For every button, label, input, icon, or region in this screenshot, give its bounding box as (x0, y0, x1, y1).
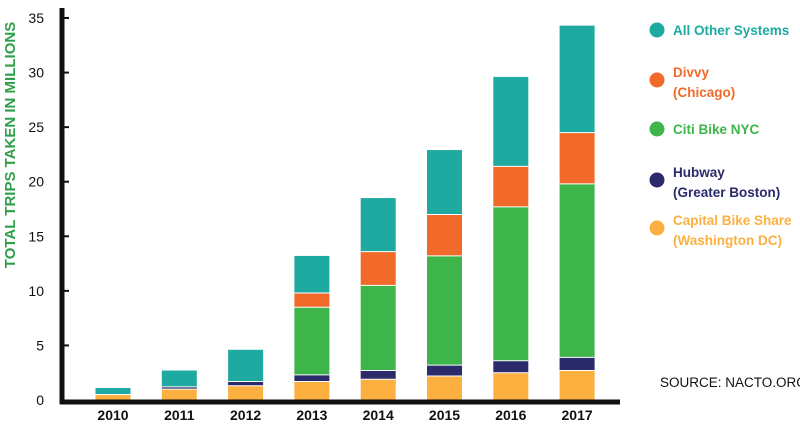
bar-segment (294, 307, 330, 375)
bar-segment (294, 293, 330, 308)
legend-label: All Other Systems (673, 23, 789, 38)
y-tick-label: 5 (36, 337, 44, 353)
x-tick-label: 2010 (97, 407, 128, 423)
legend: All Other Systems Divvy (Chicago) Citi Bike… (649, 22, 792, 248)
bar-segment (95, 387, 131, 395)
y-tick-label: 35 (28, 10, 44, 26)
bar-segment (228, 385, 264, 400)
bar-segment (228, 349, 264, 382)
y-axis-title: TOTAL TRIPS TAKEN IN MILLIONS (2, 22, 19, 268)
source-note: SOURCE: NACTO.ORG (660, 375, 800, 390)
x-tick-label: 2016 (495, 407, 526, 423)
y-tick-label: 10 (28, 283, 44, 299)
bar-segment (493, 166, 529, 207)
x-tick-label: 2011 (164, 407, 195, 423)
y-tick-label: 20 (28, 174, 44, 190)
x-tick-label: 2013 (296, 407, 327, 423)
legend-label: (Greater Boston) (673, 185, 780, 200)
x-tick-label: 2015 (429, 407, 460, 423)
bar-segment (161, 386, 197, 390)
legend-label: (Washington DC) (673, 233, 782, 248)
bar-segment (360, 251, 396, 286)
legend-label: Hubway (673, 165, 725, 180)
bar-segment (228, 381, 264, 386)
bar-segment (360, 379, 396, 400)
bar-segment (294, 381, 330, 400)
bar-segment (559, 25, 595, 133)
bar-segment (427, 214, 462, 256)
bar-segment (161, 389, 197, 400)
bar-segment (294, 255, 330, 294)
legend-marker (649, 172, 665, 188)
bar-segment (493, 360, 529, 373)
legend-marker (649, 121, 665, 137)
bar-segment (427, 255, 462, 366)
bar-segment (161, 370, 197, 387)
bar-segment (559, 183, 595, 358)
y-tick-label: 0 (36, 392, 44, 408)
legend-label: Capital Bike Share (673, 213, 792, 228)
bar-segment (559, 370, 595, 400)
bar-segment (493, 372, 529, 400)
y-tick-label: 30 (28, 65, 44, 81)
bar-segment (493, 76, 529, 167)
x-tick-label: 2014 (363, 407, 394, 423)
bar-segment (427, 365, 462, 376)
bar-segment (427, 375, 462, 400)
bar-segment (559, 357, 595, 371)
legend-marker (649, 22, 665, 38)
bar-segment (294, 374, 330, 382)
bar-segment (360, 370, 396, 380)
axes-group: 0 5 10 15 20 25 30 35 2010 2011 2012 2013 2014 2015 20… (28, 8, 620, 423)
legend-label: Citi Bike NYC (673, 122, 760, 137)
bar-segment (493, 206, 529, 361)
x-tick-label: 2017 (562, 407, 593, 423)
legend-label: Divvy (673, 65, 710, 80)
bar-segment (559, 132, 595, 184)
legend-marker (649, 72, 665, 88)
bars-group (95, 25, 595, 400)
y-tick-label: 25 (28, 119, 44, 135)
bar-segment (360, 198, 396, 252)
y-tick-label: 15 (28, 228, 44, 244)
x-tick-label: 2012 (230, 407, 261, 423)
legend-marker (649, 220, 665, 236)
bar-segment (360, 285, 396, 371)
legend-label: (Chicago) (673, 85, 735, 100)
bar-segment (427, 150, 462, 215)
bar-segment (95, 394, 131, 400)
